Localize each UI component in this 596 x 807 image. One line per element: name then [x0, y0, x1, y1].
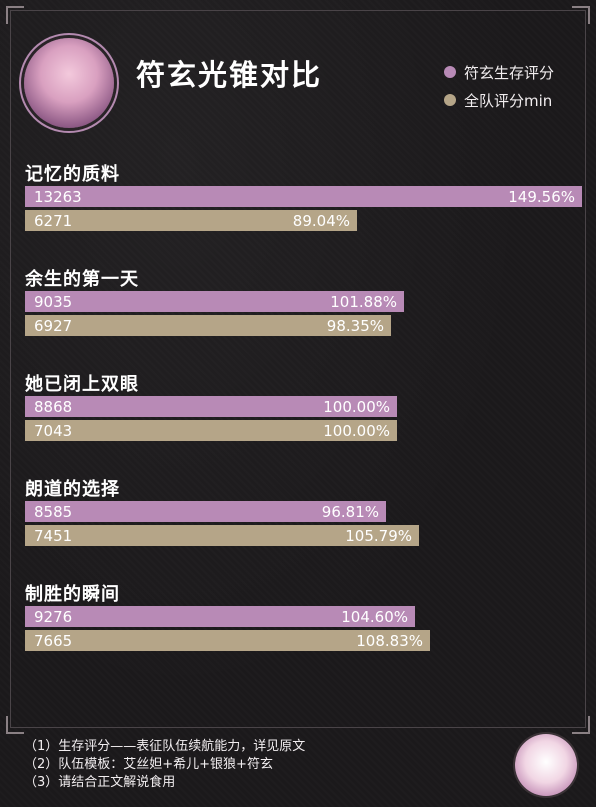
chart-title: 符玄光锥对比: [136, 58, 323, 92]
bar-team-min-score: 7665 108.83%: [25, 630, 430, 651]
bar-percent-label: 105.79%: [345, 526, 412, 545]
bar-team-min-score: 6271 89.04%: [25, 210, 357, 231]
category-label: 她已闭上双眼: [25, 374, 139, 395]
category-label: 朗道的选择: [25, 479, 120, 500]
legend-item-survival-score: 符玄生存评分: [444, 58, 554, 86]
legend-label: 全队评分min: [464, 91, 553, 110]
category-label: 记忆的质料: [25, 164, 120, 185]
footer-note: （1）生存评分——表征队伍续航能力，详见原文: [24, 739, 306, 754]
category-label: 余生的第一天: [25, 269, 139, 290]
legend-item-team-min-score: 全队评分min: [444, 86, 554, 114]
category-label: 制胜的瞬间: [25, 584, 120, 605]
bar-team-min-score: 6927 98.35%: [25, 315, 391, 336]
legend: 符玄生存评分 全队评分min: [444, 58, 554, 114]
bar-percent-label: 89.04%: [292, 211, 350, 230]
frame-corner-ornament: [6, 716, 24, 734]
bar-percent-label: 104.60%: [341, 607, 408, 626]
bar-survival-score: 8868 100.00%: [25, 396, 397, 417]
author-avatar: [515, 734, 577, 796]
bar-percent-label: 149.56%: [508, 187, 575, 206]
character-avatar: [24, 38, 114, 128]
bar-value-label: 7665: [34, 631, 73, 650]
legend-swatch-survival-score: [444, 66, 456, 78]
legend-label: 符玄生存评分: [464, 63, 555, 82]
bar-survival-score: 13263 149.56%: [25, 186, 582, 207]
bar-percent-label: 108.83%: [356, 631, 423, 650]
bar-survival-score: 9276 104.60%: [25, 606, 415, 627]
frame-corner-ornament: [6, 6, 24, 24]
bar-percent-label: 98.35%: [326, 316, 384, 335]
bar-percent-label: 101.88%: [330, 292, 397, 311]
bar-team-min-score: 7451 105.79%: [25, 525, 419, 546]
bar-value-label: 8585: [34, 502, 73, 521]
bar-value-label: 8868: [34, 397, 73, 416]
bar-value-label: 9276: [34, 607, 73, 626]
bar-value-label: 6271: [34, 211, 73, 230]
bar-percent-label: 100.00%: [323, 397, 390, 416]
frame-corner-ornament: [572, 716, 590, 734]
bar-percent-label: 100.00%: [323, 421, 390, 440]
bar-value-label: 13263: [34, 187, 82, 206]
bar-value-label: 7043: [34, 421, 73, 440]
bar-survival-score: 8585 96.81%: [25, 501, 386, 522]
bar-value-label: 7451: [34, 526, 73, 545]
bar-percent-label: 96.81%: [321, 502, 379, 521]
bar-team-min-score: 7043 100.00%: [25, 420, 397, 441]
footer-notes: （1）生存评分——表征队伍续航能力，详见原文 （2）队伍模板：艾丝妲+希儿+银狼…: [24, 738, 305, 792]
legend-swatch-team-min-score: [444, 94, 456, 106]
footer-note: （2）队伍模板：艾丝妲+希儿+银狼+符玄: [24, 757, 273, 772]
footer-note: （3）请结合正文解说食用: [24, 775, 176, 790]
bar-value-label: 9035: [34, 292, 73, 311]
bar-survival-score: 9035 101.88%: [25, 291, 404, 312]
content-frame: [10, 10, 586, 728]
frame-corner-ornament: [572, 6, 590, 24]
bar-value-label: 6927: [34, 316, 73, 335]
